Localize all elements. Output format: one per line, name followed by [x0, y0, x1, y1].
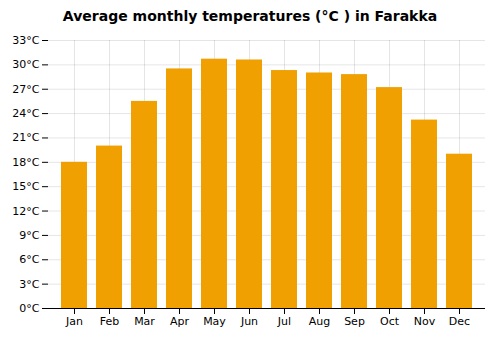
svg-text:May: May [203, 315, 226, 328]
svg-text:Sep: Sep [344, 315, 365, 328]
svg-text:Jun: Jun [240, 315, 258, 328]
svg-text:18°C: 18°C [12, 156, 39, 169]
svg-text:Feb: Feb [100, 315, 119, 328]
svg-text:33°C: 33°C [12, 34, 39, 47]
svg-text:0°C: 0°C [19, 302, 39, 315]
svg-text:12°C: 12°C [12, 205, 39, 218]
svg-text:Jul: Jul [277, 315, 291, 328]
svg-text:21°C: 21°C [12, 131, 39, 144]
svg-text:Nov: Nov [414, 315, 436, 328]
svg-text:Apr: Apr [170, 315, 190, 328]
svg-text:6°C: 6°C [19, 253, 39, 266]
svg-text:15°C: 15°C [12, 180, 39, 193]
svg-text:3°C: 3°C [19, 278, 39, 291]
svg-text:9°C: 9°C [19, 229, 39, 242]
svg-text:Oct: Oct [380, 315, 400, 328]
svg-text:30°C: 30°C [12, 58, 39, 71]
html-text:Average monthly temperatures (: Average monthly temperatures (°C ) in Fa… [62, 8, 438, 24]
svg-text:Mar: Mar [134, 315, 155, 328]
svg-text:27°C: 27°C [12, 83, 39, 96]
svg-text:24°C: 24°C [12, 107, 39, 120]
svg-text:Jan: Jan [65, 315, 83, 328]
svg-text:Aug: Aug [309, 315, 330, 328]
svg-text:Dec: Dec [449, 315, 470, 328]
